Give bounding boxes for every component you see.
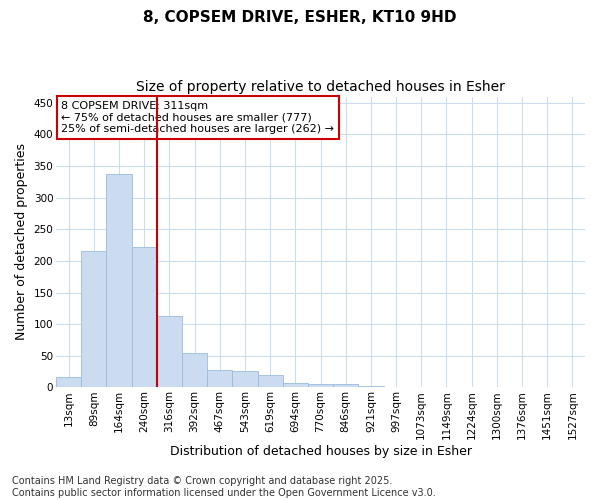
Title: Size of property relative to detached houses in Esher: Size of property relative to detached ho… — [136, 80, 505, 94]
Text: 8 COPSEM DRIVE: 311sqm
← 75% of detached houses are smaller (777)
25% of semi-de: 8 COPSEM DRIVE: 311sqm ← 75% of detached… — [61, 101, 334, 134]
Bar — [308, 384, 333, 388]
Bar — [333, 384, 358, 388]
Bar — [509, 387, 535, 388]
Bar — [106, 174, 131, 388]
Bar — [560, 387, 585, 388]
Bar — [182, 352, 207, 388]
Bar — [409, 387, 434, 388]
Bar — [283, 383, 308, 388]
Bar — [383, 387, 409, 388]
Bar — [207, 370, 232, 388]
Bar — [257, 375, 283, 388]
Bar — [358, 386, 383, 388]
Bar — [81, 251, 106, 388]
Bar — [157, 316, 182, 388]
Text: 8, COPSEM DRIVE, ESHER, KT10 9HD: 8, COPSEM DRIVE, ESHER, KT10 9HD — [143, 10, 457, 25]
Bar — [232, 371, 257, 388]
Bar — [56, 378, 81, 388]
Bar — [131, 247, 157, 388]
Text: Contains HM Land Registry data © Crown copyright and database right 2025.
Contai: Contains HM Land Registry data © Crown c… — [12, 476, 436, 498]
Y-axis label: Number of detached properties: Number of detached properties — [15, 144, 28, 340]
X-axis label: Distribution of detached houses by size in Esher: Distribution of detached houses by size … — [170, 444, 472, 458]
